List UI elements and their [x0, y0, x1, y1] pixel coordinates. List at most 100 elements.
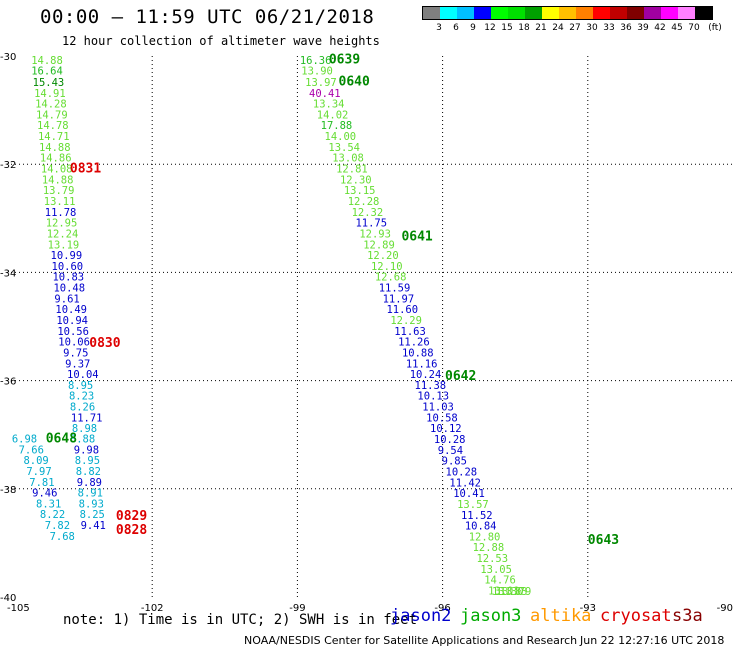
- legend-label: 18: [518, 23, 530, 33]
- legend-swatch: [593, 7, 610, 19]
- wave-height-point: 13.83: [496, 586, 528, 598]
- legend-swatch: [678, 7, 695, 19]
- wave-height-point: 10.28: [434, 434, 466, 446]
- wave-height-point: 10.84: [465, 521, 497, 533]
- wave-height-point: 8.26: [70, 402, 95, 414]
- wave-height-point: 14.71: [38, 131, 70, 143]
- wave-height-point: 10.56: [57, 326, 89, 338]
- wave-height-point: 14.86: [40, 153, 72, 165]
- satellite-name: cryosat: [600, 606, 672, 626]
- pass-time-label: 0643: [588, 533, 619, 548]
- legend-swatch: [661, 7, 678, 19]
- wave-height-point: 10.58: [426, 412, 458, 424]
- wave-height-point: 8.98: [72, 423, 97, 435]
- wave-height-point: 10.41: [453, 488, 485, 500]
- wave-height-point: 12.80: [469, 531, 501, 543]
- wave-height-point: 8.95: [75, 455, 100, 467]
- wave-height-point: 10.13: [417, 391, 449, 403]
- wave-height-point: 13.90: [301, 66, 333, 78]
- wave-height-point: 14.28: [35, 99, 67, 111]
- wave-height-point: 14.88: [42, 174, 74, 186]
- lon-tick-label: -93: [580, 603, 596, 614]
- legend-label: (ft): [708, 23, 722, 33]
- legend-swatch: [644, 7, 661, 19]
- wave-height-point: 11.59: [379, 283, 411, 295]
- wave-height-point: 10.99: [51, 250, 83, 262]
- wave-height-point: 13.79: [500, 586, 532, 598]
- wave-height-point: 11.16: [406, 358, 438, 370]
- wave-height-point: 16.64: [31, 66, 63, 78]
- wave-height-point: 13.57: [457, 499, 489, 511]
- wave-height-point: 13.97: [305, 77, 337, 89]
- lat-tick-label: -32: [0, 160, 16, 171]
- pass-time-label: 0831: [70, 161, 101, 176]
- wave-height-point: 13.79: [43, 185, 75, 197]
- legend-label: 42: [654, 23, 666, 33]
- map-title: 00:00 – 11:59 UTC 06/21/2018: [40, 6, 375, 28]
- color-scale-labels: 3 6 9 12 15 18 21 24 27 30 33 36 39 42 45 70 (ft): [422, 23, 740, 35]
- wave-height-point: 8.95: [68, 380, 93, 392]
- wave-height-point: 12.30: [340, 174, 372, 186]
- legend-label: 27: [569, 23, 581, 33]
- wave-height-point: 12.20: [367, 250, 399, 262]
- legend-swatch: [423, 7, 440, 19]
- wave-height-point: 9.89: [77, 477, 102, 489]
- legend-swatch: [491, 7, 508, 19]
- wave-height-point: 14.08: [41, 164, 73, 176]
- satellite-name: s3a: [672, 606, 703, 626]
- credit-text: NOAA/NESDIS Center for Satellite Applica…: [244, 634, 578, 647]
- lat-tick-label: -40: [0, 593, 16, 604]
- wave-height-point: 10.48: [53, 283, 85, 295]
- wave-height-point: 13.11: [44, 196, 76, 208]
- legend-label: 30: [586, 23, 598, 33]
- lon-tick-label: -90: [717, 603, 733, 614]
- generated-timestamp: Jun 22 12:27:16 UTC 2018: [580, 634, 725, 647]
- wave-height-point: 8.23: [69, 391, 94, 403]
- wave-height-point: 8.91: [78, 488, 103, 500]
- wave-height-point: 9.61: [54, 293, 79, 305]
- wave-height-point: 7.66: [19, 444, 44, 456]
- lon-tick-label: -96: [434, 603, 450, 614]
- wave-height-point: 12.28: [348, 196, 380, 208]
- wave-height-point: 12.93: [359, 228, 391, 240]
- wave-height-point: 17.88: [321, 120, 353, 132]
- wave-height-point: 13.19: [48, 239, 80, 251]
- wave-height-labels: 14.8816.6415.4314.9114.2814.7914.7814.71…: [12, 55, 531, 598]
- legend-label: 33: [603, 23, 615, 33]
- lon-tick-label: -102: [141, 603, 164, 614]
- legend-label: 15: [501, 23, 513, 33]
- wave-height-point: 11.97: [383, 293, 415, 305]
- wave-height-point: 40.41: [309, 88, 341, 100]
- wave-height-point: 13.34: [313, 99, 345, 111]
- wave-height-point: 9.46: [32, 488, 57, 500]
- wave-height-point: 10.24: [410, 369, 442, 381]
- wave-height-point: 8.22: [40, 509, 65, 521]
- legend-label: 45: [671, 23, 683, 33]
- wave-height-point: 7.81: [29, 477, 54, 489]
- wave-height-point: 8.88: [70, 433, 95, 445]
- legend-label: 12: [484, 23, 496, 33]
- wave-height-point: 13.30: [492, 586, 524, 598]
- wave-height-point: 8.82: [76, 466, 101, 478]
- wave-height-point: 11.38: [415, 380, 447, 392]
- wave-height-point: 9.75: [63, 347, 88, 359]
- lon-tick-label: -99: [289, 603, 305, 614]
- wave-height-point: 11.26: [398, 337, 430, 349]
- wave-height-point: 10.49: [55, 304, 87, 316]
- legend-label: 70: [688, 23, 700, 33]
- wave-height-point: 6.98: [12, 433, 37, 445]
- wave-height-point: 16.36: [300, 55, 332, 67]
- legend-swatch: [610, 7, 627, 19]
- lat-tick-label: -38: [0, 485, 16, 496]
- legend-swatch: [474, 7, 491, 19]
- wave-height-point: 8.31: [36, 498, 61, 510]
- legend-swatch: [627, 7, 644, 19]
- wave-height-point: 9.54: [438, 445, 463, 457]
- wave-height-point: 12.88: [473, 542, 505, 554]
- wave-height-point: 13.15: [344, 185, 376, 197]
- pass-time-label: 0828: [116, 523, 147, 538]
- wave-height-point: 14.00: [325, 131, 357, 143]
- wave-height-point: 11.03: [422, 402, 454, 414]
- wave-height-point: 14.79: [36, 109, 68, 121]
- pass-time-label: 0648: [46, 431, 77, 446]
